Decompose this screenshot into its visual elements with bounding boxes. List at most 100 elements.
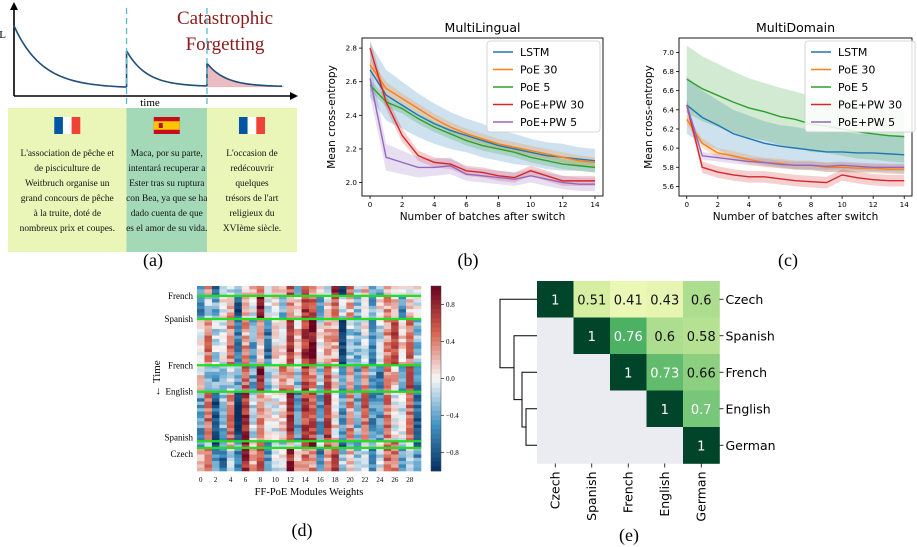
heatmap-cell xyxy=(234,457,243,462)
heatmap-cell xyxy=(406,295,414,300)
heatmap-cell xyxy=(309,315,317,320)
series-band-4 xyxy=(686,101,905,172)
heatmap-cell xyxy=(301,355,310,359)
correlation-cell xyxy=(537,317,574,355)
heatmap-cell xyxy=(226,418,235,422)
heatmap-cell xyxy=(226,365,235,369)
heatmap-cell xyxy=(346,358,355,363)
correlation-value: 0.51 xyxy=(577,293,606,308)
correlation-cell xyxy=(573,281,611,318)
heatmap-cell xyxy=(353,385,362,389)
heatmap-cell xyxy=(256,348,265,353)
heatmap-cell xyxy=(241,464,250,468)
heatmap-cell xyxy=(361,437,370,442)
heatmap-cell xyxy=(323,428,332,432)
heatmap-cell xyxy=(294,398,302,402)
col-label-2: French xyxy=(620,472,635,514)
heatmap-cell xyxy=(286,295,295,300)
heatmap-cell xyxy=(331,467,340,472)
heatmap-cell xyxy=(204,289,213,293)
heatmap-cell xyxy=(361,451,370,455)
heatmap-cell xyxy=(271,381,280,386)
heatmap-cell xyxy=(309,454,317,459)
heatmap-cell xyxy=(286,365,295,369)
heatmap-cell xyxy=(413,325,422,330)
heatmap-cell xyxy=(197,395,205,399)
heatmap-cell xyxy=(309,335,317,340)
heatmap-cell xyxy=(219,375,228,379)
heatmap-cell xyxy=(241,361,250,366)
heatmap-cell xyxy=(211,434,220,439)
heatmap-cell xyxy=(383,286,392,290)
heatmap-cell xyxy=(368,289,377,293)
heatmap-cell xyxy=(331,464,340,468)
heatmap-cell xyxy=(398,454,407,459)
heatmap-cell xyxy=(413,464,422,468)
heatmap-cell xyxy=(264,461,272,465)
heatmap-cell xyxy=(249,355,258,359)
heatmap-cell xyxy=(406,302,414,307)
heatmap-cell xyxy=(294,335,302,340)
colorbar-segment xyxy=(431,401,441,407)
heatmap-cell xyxy=(241,342,250,346)
heatmap-cell xyxy=(279,441,287,445)
heatmap-cell xyxy=(376,315,384,320)
heatmap-cell xyxy=(219,441,228,445)
heatmap-cell xyxy=(398,447,407,452)
heatmap-cell xyxy=(301,378,310,383)
heatmap-cell xyxy=(368,414,377,419)
heatmap-cell xyxy=(197,454,205,459)
heatmap-cell xyxy=(286,325,295,330)
heatmap-cell xyxy=(323,348,332,353)
heatmap-cell xyxy=(338,428,347,432)
colorbar-tick-label: 0.0 xyxy=(446,375,455,383)
heatmap-cell xyxy=(219,401,228,406)
heatmap-cell xyxy=(331,325,340,330)
panel-a-text-line: de pisciculture de xyxy=(34,164,100,174)
heatmap-cell xyxy=(323,381,332,386)
heatmap-cell xyxy=(279,467,287,472)
heatmap-cell xyxy=(376,309,384,313)
heatmap-cell xyxy=(226,391,235,396)
heatmap-cell xyxy=(346,289,355,293)
heatmap-cell xyxy=(301,391,310,396)
heatmap-cell xyxy=(271,292,280,297)
x-tick-label: 6 xyxy=(464,200,469,209)
heatmap-cell xyxy=(368,378,377,383)
heatmap-cell xyxy=(256,365,265,369)
heatmap-cell xyxy=(271,454,280,459)
heatmap-cell xyxy=(383,437,392,442)
heatmap-cell xyxy=(376,385,384,389)
heatmap-cell xyxy=(316,467,325,472)
heatmap-cell xyxy=(234,295,243,300)
heatmap-cell xyxy=(234,365,243,369)
heatmap-cell xyxy=(323,328,332,333)
heatmap-cell xyxy=(323,437,332,442)
heatmap-cell xyxy=(264,414,272,419)
heatmap-cell xyxy=(338,467,347,472)
col-label-1: Spanish xyxy=(584,472,599,521)
heatmap-cell xyxy=(256,358,265,363)
heatmap-cell xyxy=(346,309,355,313)
heatmap-cell xyxy=(316,464,325,468)
heatmap-cell xyxy=(241,358,250,363)
heatmap-cell xyxy=(353,431,362,435)
heatmap-cell xyxy=(323,335,332,340)
heatmap-cell xyxy=(391,371,399,376)
y-tick-label: 2.6 xyxy=(346,77,358,86)
heatmap-cell xyxy=(309,345,317,350)
heatmap-cell xyxy=(294,302,302,307)
heatmap-cell xyxy=(241,328,250,333)
heatmap-cell xyxy=(391,414,399,419)
heatmap-cell xyxy=(264,335,272,340)
heatmap-cell xyxy=(376,401,384,406)
heatmap-cell xyxy=(383,421,392,426)
heatmap-cell xyxy=(256,289,265,293)
heatmap-cell xyxy=(249,371,258,376)
heatmap-cell xyxy=(249,437,258,442)
heatmap-cell xyxy=(264,325,272,330)
heatmap-cell xyxy=(219,371,228,376)
heatmap-cell xyxy=(264,395,272,399)
heatmap-cell xyxy=(197,299,205,303)
